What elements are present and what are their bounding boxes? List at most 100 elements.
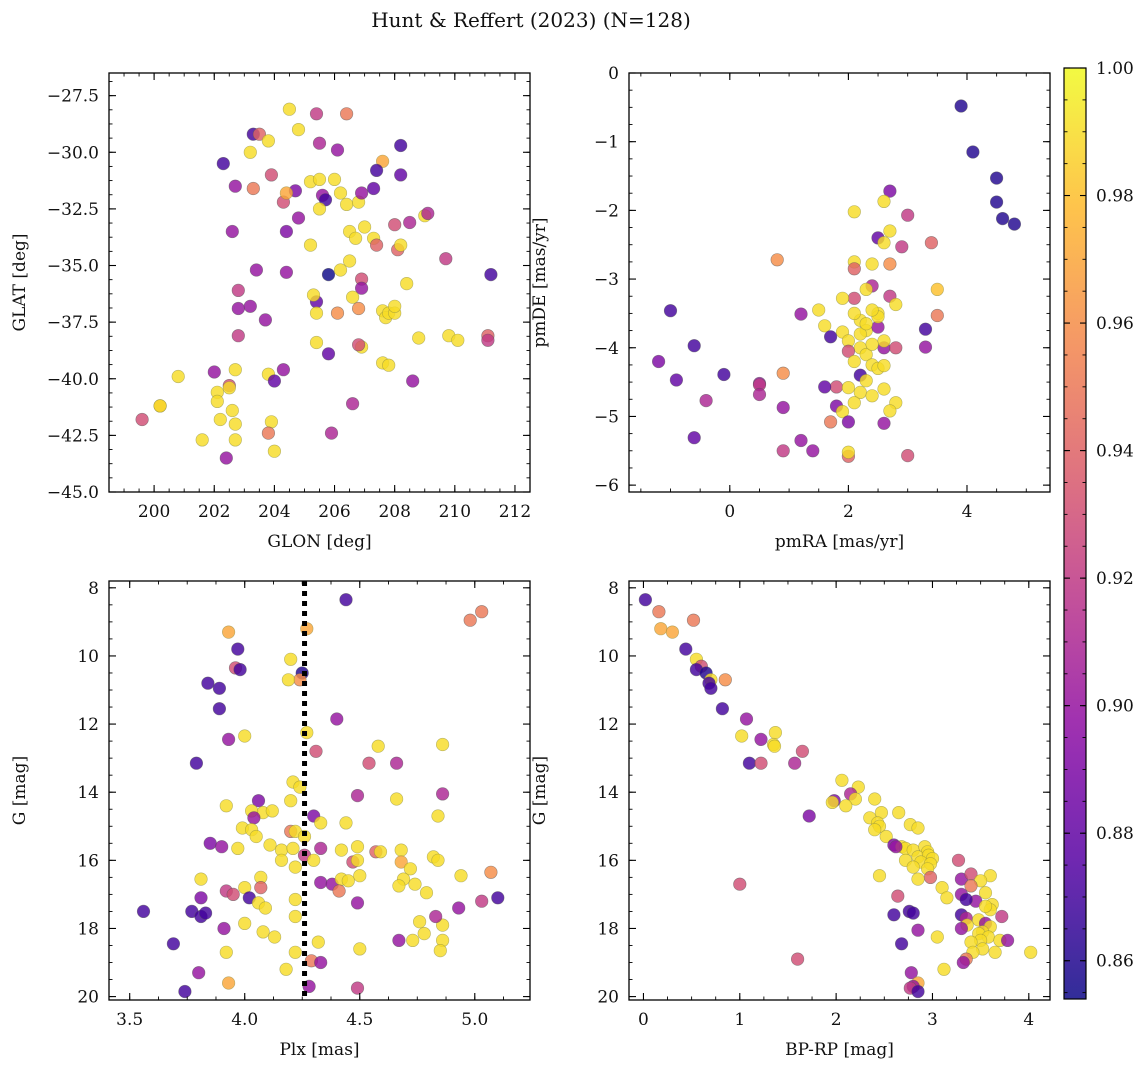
scatter-point bbox=[421, 206, 435, 220]
scatter-point bbox=[429, 909, 443, 924]
scatter-point bbox=[868, 792, 882, 806]
scatter-point bbox=[350, 853, 365, 867]
axes-frame-cmd bbox=[628, 580, 1051, 1001]
y-tick-label: −42.5 bbox=[47, 426, 99, 446]
scatter-point bbox=[195, 433, 209, 447]
scatter-point bbox=[213, 412, 227, 427]
y-axis-label: G [mag] bbox=[530, 756, 550, 825]
x-tick-label: 5.0 bbox=[461, 1010, 488, 1030]
scatter-point bbox=[362, 756, 376, 770]
scatter-point bbox=[859, 374, 873, 388]
scatter-point bbox=[988, 945, 1002, 959]
panel-pm: 0 2 4 0 −1 −2 −3 −4 −5 −6 pmRA [mas/yr] pmDE [mas/y… bbox=[530, 64, 1051, 552]
scatter-point bbox=[333, 263, 348, 277]
x-tick-label: 210 bbox=[439, 502, 471, 522]
scatter-point bbox=[790, 952, 805, 966]
scatter-point bbox=[249, 829, 263, 844]
x-tick-label: 202 bbox=[198, 502, 230, 522]
scatter-point bbox=[219, 451, 233, 465]
scatter-point bbox=[704, 681, 718, 695]
scatter-point bbox=[889, 840, 903, 854]
x-tick-label: 3 bbox=[927, 1010, 938, 1030]
scatter-point bbox=[314, 875, 328, 890]
y-tick-label: 14 bbox=[597, 783, 619, 803]
scatter-point bbox=[735, 729, 749, 743]
scatter-point bbox=[454, 869, 468, 883]
x-axis-label: Plx [mas] bbox=[279, 1040, 359, 1060]
y-axis-label: G [mag] bbox=[10, 756, 30, 825]
scatter-point bbox=[279, 265, 294, 279]
scatter-point bbox=[788, 756, 802, 770]
scatter-point bbox=[847, 291, 861, 305]
scatter-point bbox=[355, 281, 369, 295]
scatter-point bbox=[652, 605, 666, 619]
scatter-point bbox=[309, 335, 324, 350]
scatter-point bbox=[394, 168, 408, 182]
scatter-point bbox=[475, 894, 489, 908]
scatter-point bbox=[481, 333, 495, 347]
scatter-point bbox=[281, 673, 296, 687]
scatter-point bbox=[233, 662, 247, 677]
scatter-point bbox=[314, 955, 328, 970]
scatter-point bbox=[859, 348, 873, 362]
scatter-point bbox=[770, 253, 784, 267]
panel-sky: 200 202 204 206 208 210 212 −27.5 −30.0 −32.5 −35.… bbox=[10, 72, 531, 552]
scatter-point bbox=[911, 984, 925, 999]
scatter-point bbox=[291, 211, 306, 225]
x-axis-label: BP-RP [mag] bbox=[785, 1040, 894, 1060]
scatter-point bbox=[226, 887, 240, 902]
scatter-point bbox=[274, 853, 289, 867]
scatter-point bbox=[231, 642, 245, 656]
scatter-point bbox=[865, 303, 879, 317]
scatter-point bbox=[303, 238, 318, 252]
scatter-point bbox=[847, 306, 861, 321]
x-tick-label: 204 bbox=[258, 502, 290, 522]
scatter-point bbox=[966, 145, 980, 159]
scatter-point bbox=[394, 855, 408, 869]
scatter-point bbox=[321, 347, 336, 361]
scatter-point bbox=[859, 282, 873, 297]
scatter-point bbox=[288, 945, 302, 959]
scatter-point bbox=[284, 652, 298, 666]
colorbar: 0.86 0.88 0.90 0.92 0.94 0.96 0.98 1.00 bbox=[1063, 59, 1134, 1000]
colorbar-tick-label: 0.94 bbox=[1096, 442, 1134, 462]
scatter-point bbox=[776, 444, 790, 458]
scatter-point bbox=[249, 263, 263, 277]
scatter-point bbox=[291, 123, 306, 137]
scatter-point bbox=[400, 277, 414, 291]
scatter-point bbox=[171, 369, 185, 384]
scatter-point bbox=[687, 431, 701, 445]
y-tick-label: −45.0 bbox=[47, 483, 99, 503]
scatter-point bbox=[964, 879, 978, 893]
scatter-point bbox=[231, 301, 245, 316]
scatter-point bbox=[847, 205, 861, 219]
scatter-point bbox=[279, 186, 294, 200]
scatter-point bbox=[742, 756, 757, 770]
scatter-point bbox=[995, 212, 1010, 226]
scatter-point bbox=[312, 202, 327, 216]
scatter-point bbox=[954, 99, 968, 113]
scatter-point bbox=[392, 933, 406, 948]
scatter-point bbox=[417, 926, 431, 941]
scatter-point bbox=[228, 433, 242, 447]
scatter-point bbox=[352, 301, 366, 316]
scatter-point bbox=[309, 306, 324, 320]
scatter-point bbox=[754, 732, 768, 747]
scatter-point bbox=[332, 884, 346, 898]
scatter-point bbox=[334, 843, 349, 857]
scatter-point bbox=[324, 426, 339, 440]
scatter-point bbox=[261, 134, 276, 148]
y-tick-label: −40.0 bbox=[47, 370, 99, 390]
scatter-point bbox=[225, 403, 239, 418]
scatter-point bbox=[264, 415, 279, 429]
scatter-point bbox=[812, 303, 826, 317]
scatter-point bbox=[940, 891, 954, 905]
scatter-point bbox=[918, 340, 933, 354]
y-axis-label: pmDE [mas/yr] bbox=[530, 217, 550, 347]
scatter-point bbox=[371, 739, 385, 753]
scatter-point bbox=[222, 732, 236, 747]
scatter-point bbox=[802, 809, 816, 823]
scatter-point bbox=[343, 254, 357, 268]
scatter-point bbox=[436, 787, 450, 801]
scatter-point bbox=[192, 966, 206, 980]
